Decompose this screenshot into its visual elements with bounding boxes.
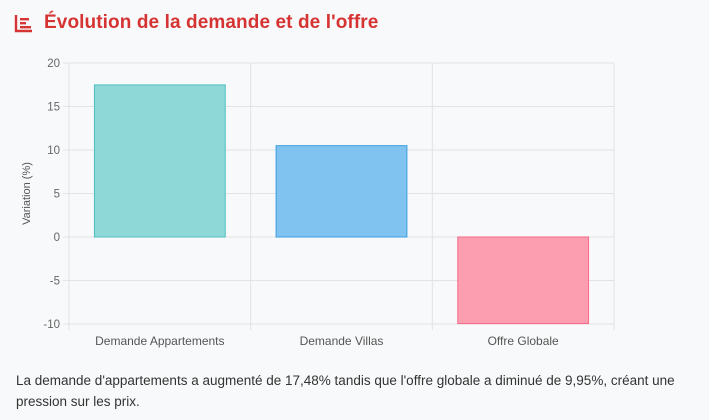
chart-bar-icon: [14, 15, 32, 33]
y-axis-label: Variation (%): [21, 162, 33, 225]
y-tick-label: 15: [47, 102, 60, 114]
bar: [457, 236, 590, 325]
x-tick-label: Demande Villas: [300, 334, 384, 348]
y-tick-label: 10: [47, 145, 60, 157]
bar: [275, 145, 408, 238]
y-tick-label: 20: [47, 58, 60, 70]
y-tick-label: -10: [43, 319, 60, 331]
bar: [93, 84, 226, 238]
chart-header: Évolution de la demande et de l'offre: [14, 10, 378, 36]
x-tick-label: Offre Globale: [488, 334, 559, 348]
chart-title: Évolution de la demande et de l'offre: [44, 12, 379, 33]
bar-chart: 20 15 10 5 0 -5 -10 Demande Appartements Demande…: [21, 58, 615, 348]
x-tick-label: Demande Appartements: [95, 334, 224, 348]
y-tick-label: 5: [54, 189, 60, 201]
y-tick-label: -5: [50, 276, 60, 288]
chart-caption: La demande d'appartements a augmenté de …: [16, 373, 675, 409]
y-tick-label: 0: [54, 232, 60, 244]
